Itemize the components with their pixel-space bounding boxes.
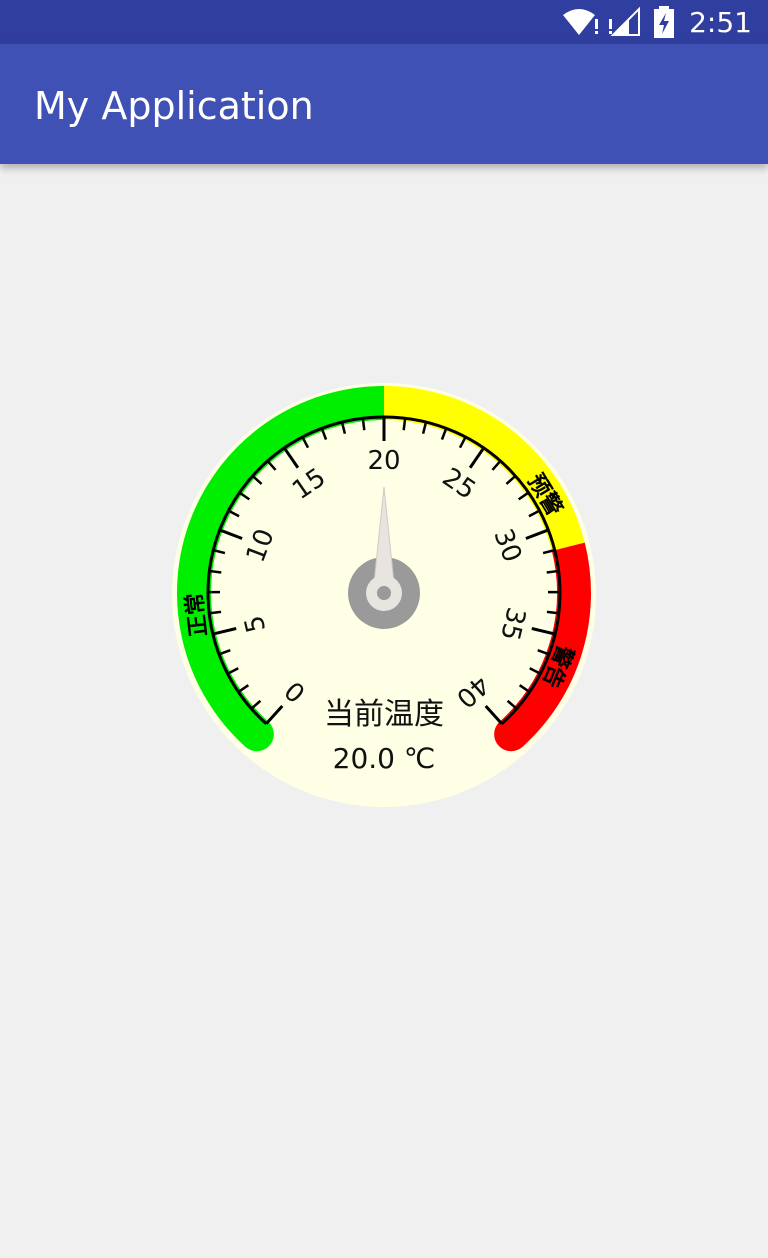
gauge-minor-tick xyxy=(537,648,550,656)
gauge-zone-end-3 xyxy=(494,717,529,752)
gauge-major-tick xyxy=(265,704,284,725)
gauge-reading: 20.0 ℃ xyxy=(333,742,436,775)
gauge-minor-tick xyxy=(266,460,277,471)
gauge-minor-tick xyxy=(529,667,541,675)
gauge-major-tick xyxy=(283,447,300,469)
battery-charging-icon xyxy=(654,6,675,38)
gauge-minor-tick xyxy=(506,699,518,710)
gauge-zone-3 xyxy=(499,542,591,747)
gauge-tick-label: 20 xyxy=(367,446,400,476)
gauge-major-tick xyxy=(219,528,243,540)
gauge-minor-tick xyxy=(361,418,366,431)
gauge-minor-tick xyxy=(528,509,541,518)
gauge-minor-tick xyxy=(237,684,250,693)
gauge-major-tick xyxy=(525,528,549,540)
gauge-minor-tick xyxy=(227,509,240,518)
gauge-minor-tick xyxy=(491,460,502,471)
gauge-major-tick xyxy=(468,447,485,469)
gauge-hub-cap xyxy=(377,586,391,600)
gauge-ticks xyxy=(207,417,561,725)
gauge-minor-tick xyxy=(546,610,559,615)
gauge-major-tick xyxy=(531,627,556,636)
gauge-minor-tick xyxy=(505,474,517,485)
content-area: 正常 预警 警告 0 5 10 15 20 25 30 35 40 当前温度 20.0 ℃ xyxy=(0,164,768,1258)
gauge-zone-1 xyxy=(177,386,385,747)
gauge-major-tick xyxy=(484,704,503,725)
gauge-minor-tick xyxy=(542,548,556,555)
status-time: 2:51 xyxy=(689,5,752,39)
gauge-minor-tick xyxy=(218,648,231,656)
app-bar: My Application xyxy=(0,44,768,164)
app-title: My Application xyxy=(34,84,314,128)
gauge-minor-tick xyxy=(301,436,310,449)
status-bar: 2:51 xyxy=(0,0,768,44)
gauge-minor-tick xyxy=(250,699,262,710)
gauge-minor-tick xyxy=(209,610,222,615)
gauge-minor-tick xyxy=(238,491,251,501)
gauge-minor-tick xyxy=(402,418,407,431)
gauge-minor-tick xyxy=(546,569,559,574)
gauge-major-tick xyxy=(212,627,237,636)
gauge-minor-tick xyxy=(440,427,448,441)
gauge-tick-label: 5 xyxy=(239,612,272,635)
gauge-minor-tick xyxy=(212,548,226,555)
gauge-caption: 当前温度 xyxy=(324,697,444,732)
gauge-minor-tick xyxy=(518,684,531,693)
status-icons: 2:51 xyxy=(561,0,752,44)
gauge-minor-tick xyxy=(227,667,239,675)
gauge-minor-tick xyxy=(251,474,263,485)
gauge-minor-tick xyxy=(458,436,467,449)
gauge-minor-tick xyxy=(421,421,428,435)
gauge-minor-tick xyxy=(209,569,222,574)
signal-icon xyxy=(609,7,641,36)
gauge-zones xyxy=(177,386,591,752)
gauge-minor-tick xyxy=(340,421,347,435)
gauge-minor-tick xyxy=(320,427,328,441)
gauge-zone-2 xyxy=(383,386,585,552)
wifi-icon xyxy=(563,9,599,35)
gauge-zone-end-1 xyxy=(239,717,274,752)
gauge-minor-tick xyxy=(517,491,530,501)
